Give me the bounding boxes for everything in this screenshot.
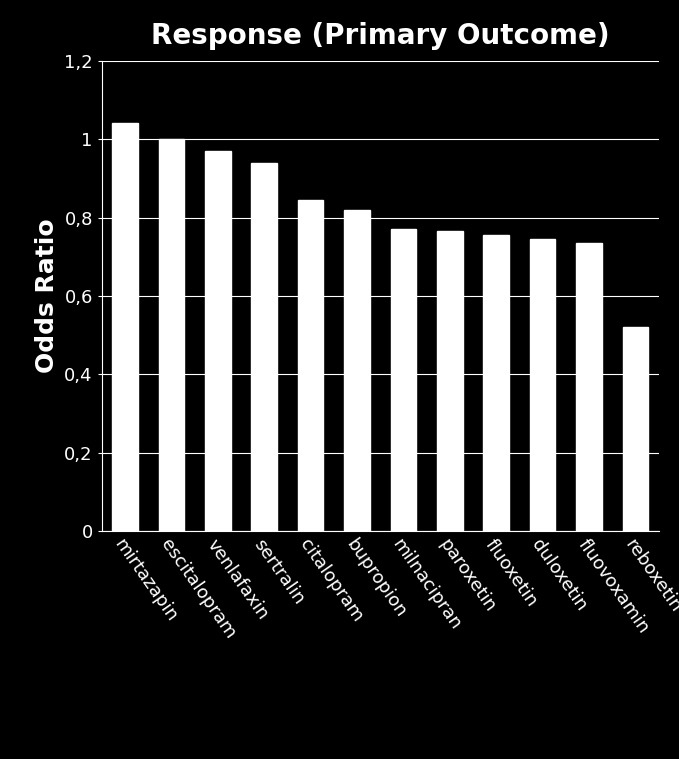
Bar (159, 139, 184, 531)
Y-axis label: Odds Ratio: Odds Ratio (35, 219, 58, 373)
Bar (112, 124, 138, 531)
Bar (344, 209, 370, 531)
Bar (205, 151, 231, 531)
Bar (437, 231, 462, 531)
Bar (483, 235, 509, 531)
Bar (251, 162, 277, 531)
Bar (390, 229, 416, 531)
Bar (530, 239, 555, 531)
Title: Response (Primary Outcome): Response (Primary Outcome) (151, 22, 610, 50)
Bar (298, 200, 323, 531)
Bar (623, 327, 648, 531)
Bar (576, 243, 602, 531)
